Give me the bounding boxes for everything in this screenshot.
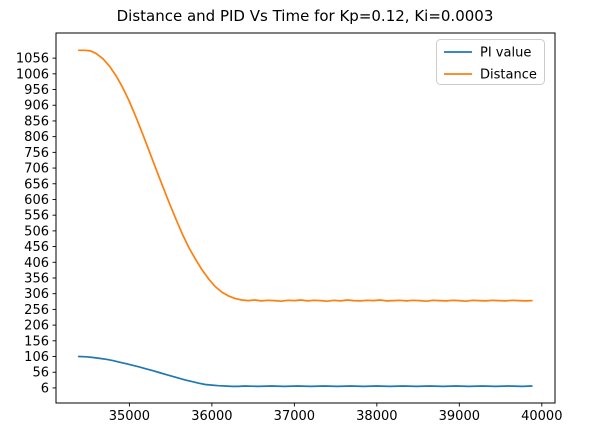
y-tick-label: 456 [24,240,49,255]
y-tick-label: 1056 [16,52,49,67]
y-tick-label: 606 [24,193,49,208]
y-tick-label: 556 [24,209,49,224]
y-tick-label: 756 [24,146,49,161]
plot-frame [55,32,556,404]
plot-area: 35000 36000 37000 38000 39000 400006561061562… [16,49,562,424]
y-tick-label: 56 [32,366,49,381]
x-tick-label: 37000 [274,409,315,424]
y-tick-label: 306 [24,287,49,302]
y-tick-label: 806 [24,130,49,145]
legend: PI value Distance [436,39,545,85]
y-tick-label: 856 [24,114,49,129]
y-tick-label: 406 [24,256,49,271]
x-tick-label: 38000 [356,409,397,424]
y-tick-label: 1006 [16,67,49,82]
chart-title: Distance and PID Vs Time for Kp=0.12, Ki… [117,7,494,25]
series-line-pi-value [77,355,533,388]
series-line-distance [77,49,533,303]
y-tick-label: 906 [24,99,49,114]
y-tick-label: 156 [24,334,49,349]
legend-label-pi-value: PI value [480,46,531,61]
y-tick-label: 656 [24,177,49,192]
y-tick-label: 356 [24,271,49,286]
y-tick-label: 956 [24,83,49,98]
x-tick-label: 39000 [439,409,480,424]
legend-label-distance: Distance [480,68,537,83]
y-tick-label: 206 [24,319,49,334]
y-tick-label: 6 [41,381,49,396]
x-tick-label: 36000 [191,409,232,424]
x-tick-label: 40000 [521,409,562,424]
y-tick-label: 106 [24,350,49,365]
y-tick-label: 506 [24,224,49,239]
y-tick-label: 256 [24,303,49,318]
y-tick-label: 706 [24,162,49,177]
x-tick-label: 35000 [109,409,150,424]
